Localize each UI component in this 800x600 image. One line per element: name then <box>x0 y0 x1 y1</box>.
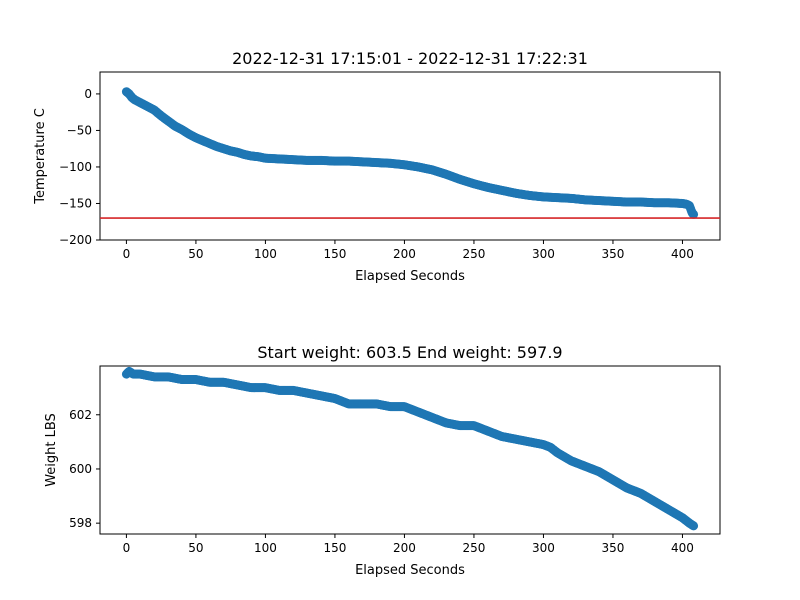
plot-frame <box>99 365 721 535</box>
y-tick-label: −100 <box>59 160 92 174</box>
y-tick-label: 598 <box>69 516 92 530</box>
y-axis: 598 600 602 <box>69 408 100 530</box>
x-tick-label: 100 <box>254 541 277 555</box>
y-tick-label: 602 <box>69 408 92 422</box>
x-tick-label: 50 <box>188 541 203 555</box>
y-tick-label: −150 <box>59 196 92 210</box>
y-axis-label: Weight LBS <box>44 413 59 487</box>
y-tick-label: −50 <box>67 123 92 137</box>
x-axis-label: Elapsed Seconds <box>355 269 465 284</box>
y-tick-label: −200 <box>59 233 92 247</box>
x-tick-label: 0 <box>123 247 131 261</box>
weight-marks <box>121 366 699 531</box>
data-point <box>689 521 699 531</box>
temperature-marks <box>121 87 699 219</box>
x-tick-label: 100 <box>254 247 277 261</box>
x-tick-label: 400 <box>671 247 694 261</box>
weight-chart: Start weight: 603.5 End weight: 597.9 0 5… <box>44 343 721 578</box>
chart-title: 2022-12-31 17:15:01 - 2022-12-31 17:22:3… <box>232 49 588 68</box>
x-tick-label: 350 <box>602 247 625 261</box>
y-tick-label: 0 <box>84 87 92 101</box>
x-tick-label: 250 <box>462 541 485 555</box>
x-tick-label: 250 <box>462 247 485 261</box>
x-tick-label: 200 <box>393 541 416 555</box>
x-tick-label: 300 <box>532 247 555 261</box>
y-axis-label: Temperature C <box>33 108 48 205</box>
x-tick-label: 150 <box>323 541 346 555</box>
y-tick-label: 600 <box>69 462 92 476</box>
x-tick-label: 350 <box>602 541 625 555</box>
y-axis: 0 −50 −100 −150 −200 <box>59 87 100 247</box>
x-tick-label: 200 <box>393 247 416 261</box>
x-tick-label: 0 <box>123 541 131 555</box>
x-axis-label: Elapsed Seconds <box>355 563 465 578</box>
x-tick-label: 400 <box>671 541 694 555</box>
plot-frame <box>99 71 721 241</box>
x-axis: 0 50 100 150 200 250 300 350 400 <box>123 534 694 555</box>
chart-title: Start weight: 603.5 End weight: 597.9 <box>257 343 562 362</box>
x-tick-label: 300 <box>532 541 555 555</box>
x-tick-label: 50 <box>188 247 203 261</box>
data-point <box>689 209 699 219</box>
x-tick-label: 150 <box>323 247 346 261</box>
temperature-chart: 2022-12-31 17:15:01 - 2022-12-31 17:22:3… <box>33 49 721 284</box>
x-axis: 0 50 100 150 200 250 300 350 400 <box>123 240 694 261</box>
